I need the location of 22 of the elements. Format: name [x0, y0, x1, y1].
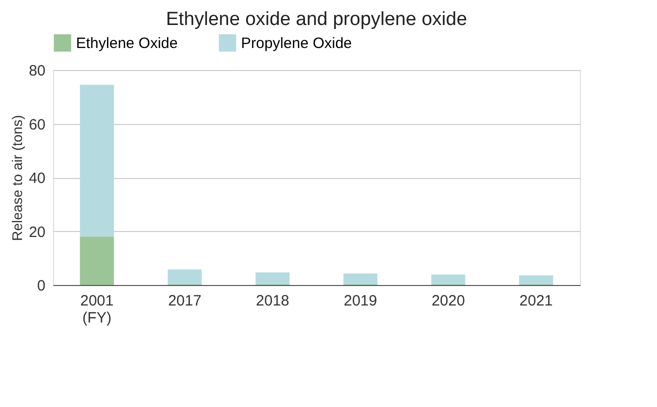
x-tick-label: 2018	[256, 292, 290, 310]
x-tick-label: 2020	[432, 292, 465, 310]
legend-label: Propylene Oxide	[241, 34, 352, 52]
bar	[168, 269, 202, 284]
y-tick-label: 20	[28, 224, 46, 241]
y-tick-label: 80	[28, 62, 46, 80]
y-tick-label: 60	[28, 116, 46, 134]
x-tick-label: 2021	[519, 292, 553, 310]
bar	[519, 275, 554, 284]
legend-label: Ethylene Oxide	[76, 34, 178, 52]
y-axis-title: Release to air (tons)	[8, 114, 25, 242]
y-tick-label: 0	[37, 278, 46, 294]
bar	[80, 236, 114, 285]
chart-title: Ethylene oxide and propylene oxide	[166, 9, 468, 30]
bar	[431, 274, 466, 284]
bar	[343, 273, 378, 284]
x-tick-label: 2001 (FY)	[80, 292, 114, 326]
bar	[256, 272, 290, 284]
x-tick-label: 2019	[344, 292, 378, 310]
y-tick-label: 40	[28, 170, 46, 187]
x-tick-label: 2017	[168, 292, 202, 310]
bar	[80, 84, 114, 237]
